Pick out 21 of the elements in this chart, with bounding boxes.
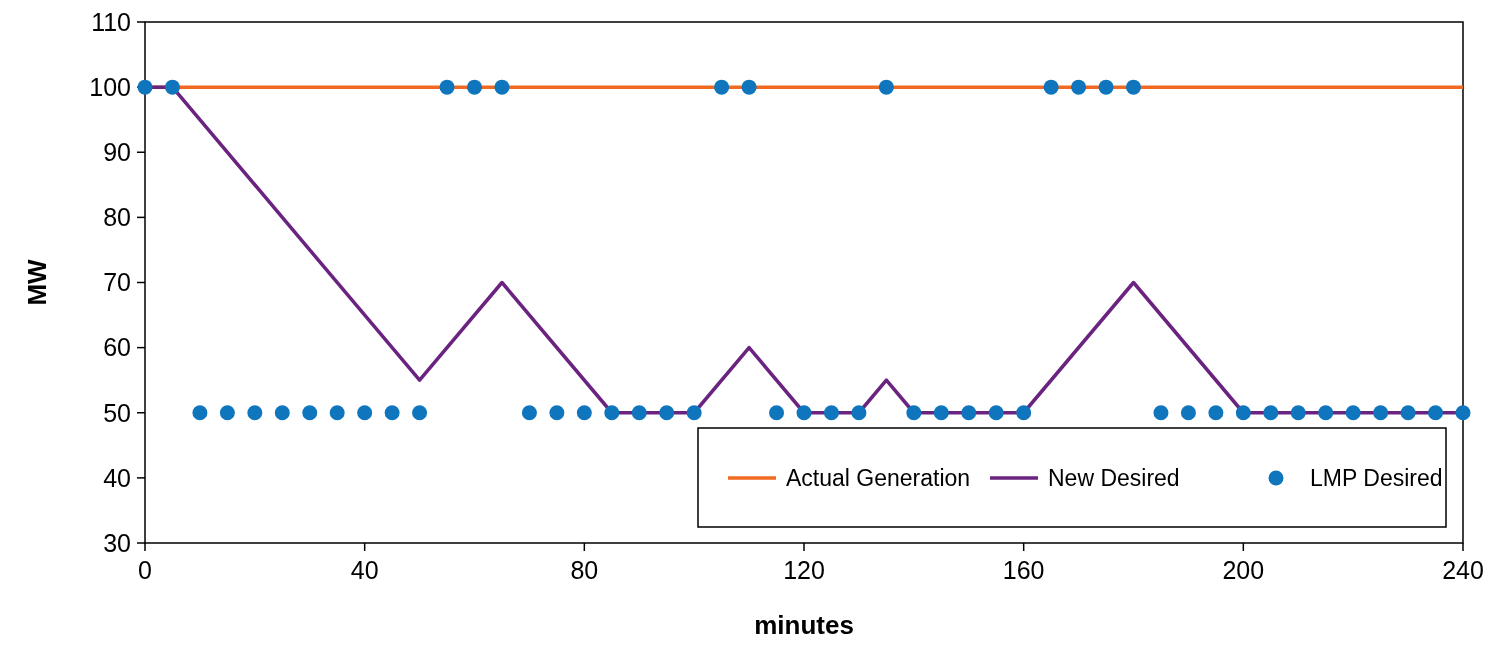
x-tick-label: 40 xyxy=(350,556,379,584)
y-tick-label: 80 xyxy=(103,203,131,232)
x-tick-label: 0 xyxy=(138,556,152,584)
legend-label: Actual Generation xyxy=(786,465,971,492)
y-tick-label: 30 xyxy=(103,528,131,557)
y-axis-title: MW xyxy=(22,258,52,306)
y-tick-label: 60 xyxy=(103,333,131,362)
legend-label: New Desired xyxy=(1048,465,1180,492)
y-tick-label: 100 xyxy=(89,72,131,101)
x-tick-label: 80 xyxy=(570,556,599,584)
x-tick-label: 240 xyxy=(1442,556,1484,584)
legend-label: LMP Desired xyxy=(1310,465,1443,492)
x-tick-label: 200 xyxy=(1222,556,1265,584)
x-axis-title: minutes xyxy=(754,610,854,640)
y-tick-label: 110 xyxy=(91,7,131,36)
x-tick-label: 160 xyxy=(1002,556,1045,584)
y-tick-label: 90 xyxy=(103,138,131,166)
x-tick-label: 120 xyxy=(783,556,825,584)
y-tick-label: 70 xyxy=(103,268,131,297)
y-tick-label: 50 xyxy=(103,398,131,427)
y-tick-label: 40 xyxy=(103,463,131,492)
